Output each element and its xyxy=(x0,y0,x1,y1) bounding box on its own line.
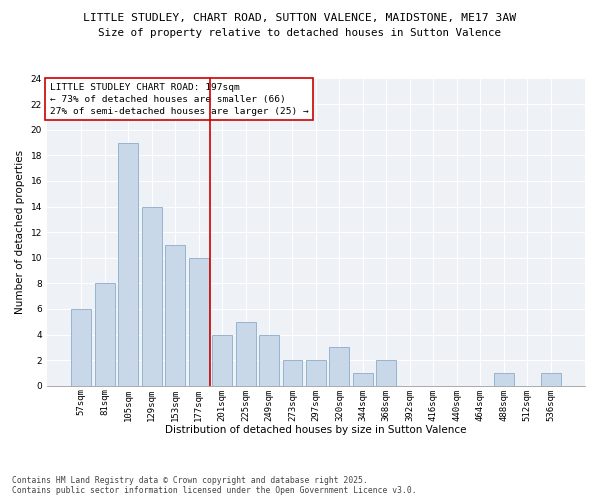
Bar xyxy=(142,206,162,386)
Bar xyxy=(259,334,279,386)
Bar xyxy=(212,334,232,386)
Y-axis label: Number of detached properties: Number of detached properties xyxy=(15,150,25,314)
Text: Contains HM Land Registry data © Crown copyright and database right 2025.
Contai: Contains HM Land Registry data © Crown c… xyxy=(12,476,416,495)
Bar xyxy=(541,373,560,386)
Bar xyxy=(71,309,91,386)
Bar xyxy=(494,373,514,386)
Bar xyxy=(188,258,209,386)
Bar xyxy=(353,373,373,386)
Bar xyxy=(236,322,256,386)
Bar xyxy=(165,245,185,386)
Bar xyxy=(329,348,349,386)
Bar xyxy=(376,360,397,386)
Bar xyxy=(95,284,115,386)
Bar xyxy=(283,360,302,386)
Text: Size of property relative to detached houses in Sutton Valence: Size of property relative to detached ho… xyxy=(98,28,502,38)
Text: LITTLE STUDLEY, CHART ROAD, SUTTON VALENCE, MAIDSTONE, ME17 3AW: LITTLE STUDLEY, CHART ROAD, SUTTON VALEN… xyxy=(83,12,517,22)
X-axis label: Distribution of detached houses by size in Sutton Valence: Distribution of detached houses by size … xyxy=(165,425,467,435)
Text: LITTLE STUDLEY CHART ROAD: 197sqm
← 73% of detached houses are smaller (66)
27% : LITTLE STUDLEY CHART ROAD: 197sqm ← 73% … xyxy=(50,83,308,116)
Bar xyxy=(306,360,326,386)
Bar xyxy=(118,142,138,386)
